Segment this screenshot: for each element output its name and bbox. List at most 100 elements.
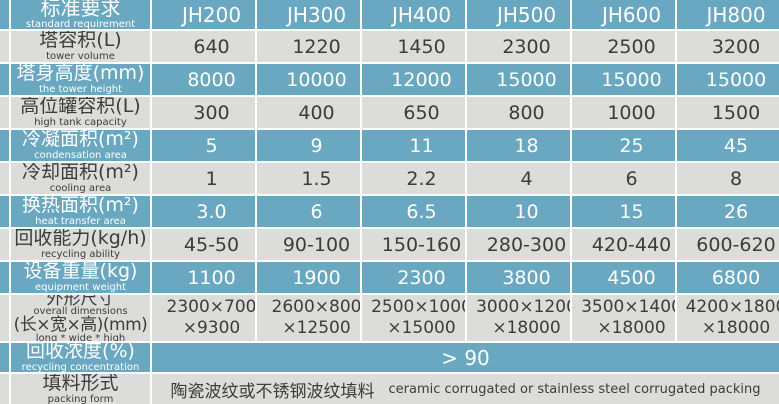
row-label-zh: 设备重量(kg) [23, 262, 138, 282]
table-cell: 25 [572, 130, 675, 161]
table-cell: 15000 [467, 64, 570, 95]
table-cell: 3800 [467, 262, 570, 293]
table-cell: 4 [467, 163, 570, 194]
table-cell: 2300 [362, 262, 465, 293]
row-label-zh: 外形尺寸 [46, 295, 115, 309]
dimension-lw: 4200×1800 [685, 297, 779, 317]
table-cell: 8000 [152, 64, 255, 95]
table-cell: 3200 [677, 31, 779, 62]
table-cell: 4500 [572, 262, 675, 293]
column-header-jh200: JH200 [152, 0, 255, 29]
dimension-h: ×9300 [182, 318, 241, 338]
row-accent-strip [0, 343, 9, 372]
table-cell: 15000 [677, 64, 779, 95]
dimension-h: ×15000 [387, 318, 456, 338]
row-label-tower-volume: 塔容积(L) tower volume [11, 31, 150, 62]
table-cell: 300 [152, 97, 255, 128]
row-label-heat-transfer-area: 换热面积(m²) heat transfer area [11, 196, 150, 227]
table-cell: 3500×1400 ×18000 [572, 295, 675, 341]
row-label-cooling-area: 冷却面积(m²) cooling area [11, 163, 150, 194]
table-cell: 18 [467, 130, 570, 161]
table-cell: 400 [257, 97, 360, 128]
table-cell: 1220 [257, 31, 360, 62]
table-cell: 3.0 [152, 196, 255, 227]
dimension-lw: 2600×800 [271, 297, 360, 317]
row-label-zh: 塔身高度(mm) [16, 64, 145, 84]
table-cell: 280-300 [467, 229, 570, 260]
table-cell: 2600×800 ×12500 [257, 295, 360, 341]
column-header-jh500: JH500 [467, 0, 570, 29]
column-header-jh800: JH800 [677, 0, 779, 29]
row-label-en: tower volume [46, 51, 115, 62]
concentration-value: > 90 [152, 343, 779, 372]
row-accent-strip [0, 196, 9, 227]
row-label-recycling-ability: 回收能力(kg/h) recycling ability [11, 229, 150, 260]
table-cell: 15000 [572, 64, 675, 95]
table-cell: 2300×700 ×9300 [152, 295, 255, 341]
table-cell: 600-620 [677, 229, 779, 260]
dimension-lw: 2300×700 [166, 297, 255, 317]
table-cell: 1000 [572, 97, 675, 128]
row-label-en: the tower height [38, 84, 123, 95]
row-label-en: high tank capacity [34, 117, 127, 128]
dimension-lw: 2500×1000 [371, 297, 465, 317]
table-cell: 1500 [677, 97, 779, 128]
table-cell: 420-440 [572, 229, 675, 260]
table-cell: 640 [152, 31, 255, 62]
header-label-zh: 标准要求 [40, 0, 121, 20]
table-cell: 10 [467, 196, 570, 227]
packing-value: 陶瓷波纹或不锈钢波纹填料 ceramic corrugated or stain… [152, 374, 779, 404]
packing-value-en: ceramic corrugated or stainless steel co… [388, 381, 761, 397]
table-cell: 2.2 [362, 163, 465, 194]
row-accent-strip [0, 374, 9, 404]
table-cell: 15 [572, 196, 675, 227]
table-cell: 5 [152, 130, 255, 161]
table-cell: 2500 [572, 31, 675, 62]
row-accent-strip [0, 0, 9, 29]
row-label-en2: long * wide * high [35, 333, 126, 342]
table-cell: 2500×1000 ×15000 [362, 295, 465, 341]
row-accent-strip [0, 97, 9, 128]
table-cell: 12000 [362, 64, 465, 95]
row-label-packing-form: 填料形式 packing form [11, 374, 150, 404]
table-cell: 45 [677, 130, 779, 161]
row-accent-strip [0, 64, 9, 95]
table-cell: 10000 [257, 64, 360, 95]
table-cell: 2300 [467, 31, 570, 62]
packing-value-zh: 陶瓷波纹或不锈钢波纹填料 [170, 381, 375, 402]
dimension-lw: 3500×1400 [581, 297, 675, 317]
dimension-h: ×18000 [701, 318, 771, 338]
row-label-zh: 塔容积(L) [39, 31, 122, 51]
row-label-condensation-area: 冷凝面积(m²) condensation area [11, 130, 150, 161]
row-accent-strip [0, 262, 9, 293]
column-header-jh600: JH600 [572, 0, 675, 29]
row-label-zh2: (长×宽×高)(mm) [13, 315, 148, 335]
row-accent-strip [0, 31, 9, 62]
table-cell: 4200×1800 ×18000 [677, 295, 779, 341]
dimension-h: ×12500 [282, 318, 351, 338]
row-label-en: heat transfer area [35, 216, 126, 227]
row-label-recycling-concentration: 回收浓度(%) recycling concentration [11, 343, 150, 372]
row-label-en: overall dimensions [33, 306, 128, 317]
table-cell: 6 [257, 196, 360, 227]
column-header-jh300: JH300 [257, 0, 360, 29]
table-cell: 11 [362, 130, 465, 161]
header-label-en: standard requirement [25, 19, 136, 29]
row-label-equipment-weight: 设备重量(kg) equipment weight [11, 262, 150, 293]
table-cell: 1 [152, 163, 255, 194]
row-accent-strip [0, 130, 9, 161]
row-label-en: cooling area [49, 183, 112, 194]
table-cell: 6.5 [362, 196, 465, 227]
table-cell: 9 [257, 130, 360, 161]
table-cell: 3000×1200 ×18000 [467, 295, 570, 341]
table-cell: 8 [677, 163, 779, 194]
column-header-jh400: JH400 [362, 0, 465, 29]
row-label-zh: 换热面积(m²) [22, 196, 139, 216]
table-cell: 6800 [677, 262, 779, 293]
row-accent-strip [0, 295, 9, 341]
table-cell: 1900 [257, 262, 360, 293]
dimension-h: ×18000 [492, 318, 561, 338]
table-cell: 1100 [152, 262, 255, 293]
row-label-en: recycling concentration [21, 362, 140, 372]
